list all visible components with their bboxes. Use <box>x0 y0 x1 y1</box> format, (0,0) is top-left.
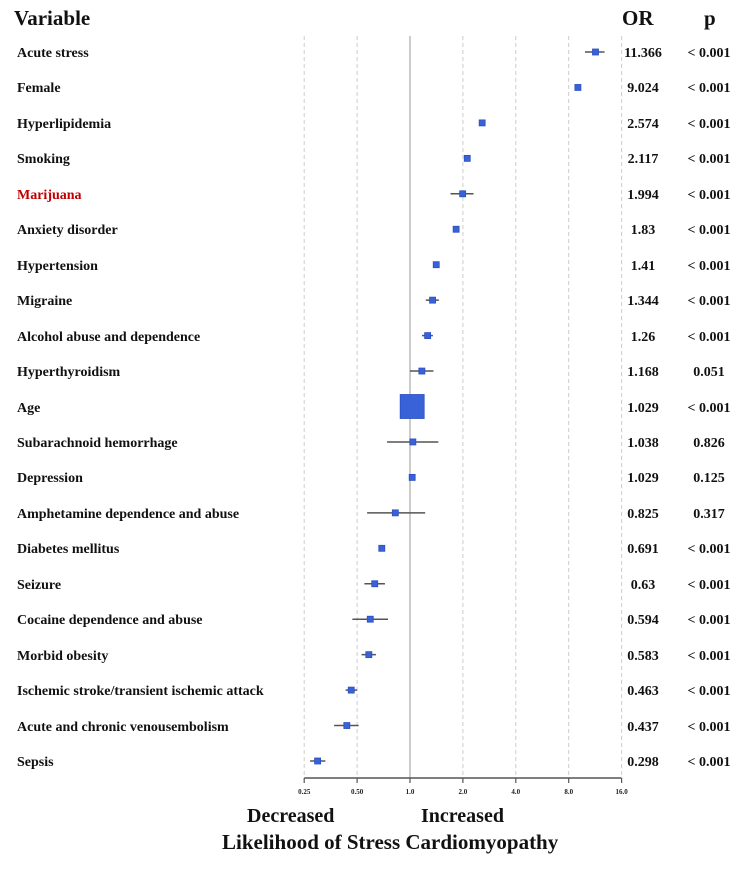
variable-label: Hypertension <box>17 258 98 274</box>
p-value: < 0.001 <box>687 152 731 168</box>
x-tick-label: 0.25 <box>298 788 311 796</box>
or-value: 1.994 <box>627 187 659 203</box>
or-value: 1.029 <box>627 400 659 416</box>
variable-label: Diabetes mellitus <box>17 542 120 558</box>
or-value: 1.83 <box>630 223 656 239</box>
variable-label: Alcohol abuse and dependence <box>17 329 201 345</box>
or-marker <box>408 473 416 481</box>
variable-label: Hyperthyroidism <box>17 365 121 381</box>
or-value: 1.26 <box>630 329 656 345</box>
or-marker <box>478 119 486 127</box>
or-value: 2.574 <box>627 116 659 132</box>
p-value: 0.125 <box>693 471 725 487</box>
p-value: < 0.001 <box>687 223 731 239</box>
or-value: 1.038 <box>627 435 659 451</box>
header-or: OR <box>622 6 654 30</box>
variable-label: Female <box>17 81 61 97</box>
x-tick-label: 0.50 <box>351 788 364 796</box>
p-value: < 0.001 <box>687 577 731 593</box>
p-value: < 0.001 <box>687 684 731 700</box>
or-marker <box>432 261 440 269</box>
or-value: 0.298 <box>627 755 659 770</box>
or-marker <box>452 225 460 233</box>
or-marker <box>463 154 471 162</box>
p-value: < 0.001 <box>687 648 731 664</box>
p-value: < 0.001 <box>687 81 731 97</box>
x-tick-label: 2.0 <box>459 788 468 796</box>
or-value: 0.463 <box>627 684 659 700</box>
p-value: < 0.001 <box>687 542 731 558</box>
p-value: < 0.001 <box>687 187 731 203</box>
or-marker <box>378 544 386 552</box>
p-value: < 0.001 <box>687 329 731 345</box>
or-marker <box>574 84 582 91</box>
variable-label: Smoking <box>17 152 70 168</box>
p-value: < 0.001 <box>687 719 731 735</box>
x-tick-label: 16.0 <box>615 788 628 796</box>
or-value: 1.168 <box>627 365 659 381</box>
p-value: < 0.001 <box>687 46 731 61</box>
or-marker <box>399 394 425 419</box>
variable-label: Cocaine dependence and abuse <box>17 613 203 629</box>
variable-label: Sepsis <box>17 755 54 770</box>
header-p: p <box>704 6 716 30</box>
p-value: < 0.001 <box>687 613 731 629</box>
variable-label: Amphetamine dependence and abuse <box>17 506 240 522</box>
p-value: < 0.001 <box>687 755 731 770</box>
or-marker <box>343 722 351 729</box>
x-tick-label: 8.0 <box>564 788 573 796</box>
variable-label: Subarachnoid hemorrhage <box>17 435 178 451</box>
p-value: 0.317 <box>693 506 725 522</box>
x-label-decreased: Decreased <box>247 805 335 827</box>
or-value: 0.691 <box>627 542 659 558</box>
or-value: 1.029 <box>627 471 659 487</box>
or-value: 0.583 <box>627 648 659 664</box>
or-marker <box>424 332 432 340</box>
header-variable: Variable <box>14 6 91 30</box>
or-marker <box>371 580 379 588</box>
or-marker <box>418 367 426 375</box>
or-value: 1.344 <box>627 294 659 310</box>
variable-label: Morbid obesity <box>17 648 109 664</box>
variable-label: Hyperlipidemia <box>17 116 112 132</box>
p-value: 0.826 <box>693 435 725 451</box>
or-marker <box>409 438 417 446</box>
variable-label: Acute and chronic venousembolism <box>17 719 229 735</box>
variable-label: Migraine <box>17 294 73 310</box>
or-marker <box>347 686 355 694</box>
or-value: 9.024 <box>627 81 659 97</box>
p-value: < 0.001 <box>687 258 731 274</box>
x-label-increased: Increased <box>421 805 504 827</box>
or-value: 2.117 <box>627 152 659 168</box>
or-marker <box>391 509 399 517</box>
variable-label: Seizure <box>17 577 62 593</box>
variable-label: Depression <box>17 471 83 487</box>
or-value: 0.594 <box>627 613 659 629</box>
p-value: < 0.001 <box>687 116 731 132</box>
variable-label: Ischemic stroke/transient ischemic attac… <box>17 684 264 700</box>
variable-label: Marijuana <box>17 187 82 203</box>
p-value: 0.051 <box>693 365 725 381</box>
or-marker <box>592 48 599 56</box>
or-marker <box>459 190 467 198</box>
or-marker <box>366 615 374 623</box>
or-marker <box>429 296 436 304</box>
or-value: 0.437 <box>627 719 659 735</box>
chart-title: Likelihood of Stress Cardiomyopathy <box>222 830 559 854</box>
or-marker <box>365 651 373 659</box>
or-value: 0.825 <box>627 506 659 522</box>
or-value: 11.366 <box>624 46 662 61</box>
p-value: < 0.001 <box>687 294 731 310</box>
p-value: < 0.001 <box>687 400 731 416</box>
x-tick-label: 1.0 <box>406 788 415 796</box>
variable-label: Acute stress <box>17 46 89 61</box>
variable-label: Age <box>17 400 41 416</box>
or-value: 1.41 <box>630 258 656 274</box>
variable-label: Anxiety disorder <box>17 223 118 239</box>
or-value: 0.63 <box>630 577 656 593</box>
x-tick-label: 4.0 <box>511 788 520 796</box>
or-marker <box>314 757 322 765</box>
